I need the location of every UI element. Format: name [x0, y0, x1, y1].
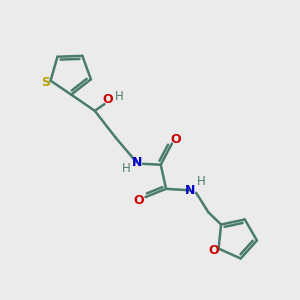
Text: H: H — [197, 175, 206, 188]
Text: S: S — [41, 76, 50, 89]
Text: H: H — [115, 90, 124, 103]
Text: N: N — [131, 156, 142, 169]
Text: O: O — [171, 133, 182, 146]
Text: O: O — [208, 244, 219, 256]
Text: O: O — [102, 92, 113, 106]
Text: N: N — [185, 184, 195, 197]
Text: O: O — [134, 194, 144, 207]
Text: H: H — [122, 162, 131, 175]
